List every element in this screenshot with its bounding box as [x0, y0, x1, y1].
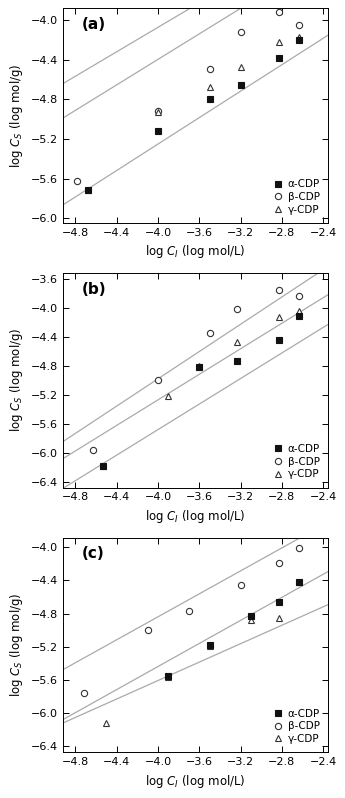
γ-CDP: [235, 337, 239, 346]
β-CDP: [91, 445, 95, 455]
γ-CDP: [297, 306, 302, 315]
α-CDP: [277, 53, 281, 62]
β-CDP: [297, 21, 302, 30]
Y-axis label: log $C_S$ (log mol/g): log $C_S$ (log mol/g): [8, 64, 25, 168]
γ-CDP: [166, 392, 170, 401]
Line: γ-CDP: γ-CDP: [103, 579, 303, 725]
γ-CDP: [104, 717, 108, 727]
β-CDP: [81, 688, 86, 697]
β-CDP: [75, 176, 79, 186]
β-CDP: [297, 291, 302, 301]
Y-axis label: log $C_S$ (log mol/g): log $C_S$ (log mol/g): [8, 328, 25, 433]
γ-CDP: [297, 578, 302, 587]
α-CDP: [277, 335, 281, 345]
α-CDP: [249, 611, 253, 621]
Line: β-CDP: β-CDP: [74, 9, 303, 184]
Legend: α-CDP, β-CDP, γ-CDP: α-CDP, β-CDP, γ-CDP: [269, 440, 324, 484]
β-CDP: [277, 7, 281, 17]
β-CDP: [297, 543, 302, 553]
X-axis label: log $C_I$ (log mol/L): log $C_I$ (log mol/L): [145, 772, 246, 790]
α-CDP: [297, 312, 302, 322]
X-axis label: log $C_I$ (log mol/L): log $C_I$ (log mol/L): [145, 243, 246, 260]
β-CDP: [238, 581, 243, 591]
γ-CDP: [277, 613, 281, 622]
Y-axis label: log $C_S$ (log mol/g): log $C_S$ (log mol/g): [8, 593, 25, 697]
α-CDP: [207, 95, 211, 105]
α-CDP: [297, 578, 302, 587]
γ-CDP: [249, 615, 253, 625]
β-CDP: [277, 559, 281, 568]
X-axis label: log $C_I$ (log mol/L): log $C_I$ (log mol/L): [145, 508, 246, 525]
α-CDP: [297, 35, 302, 45]
γ-CDP: [238, 62, 243, 72]
β-CDP: [146, 626, 150, 635]
α-CDP: [207, 640, 211, 650]
Line: β-CDP: β-CDP: [90, 287, 303, 453]
γ-CDP: [197, 361, 201, 370]
β-CDP: [238, 27, 243, 37]
α-CDP: [238, 80, 243, 89]
γ-CDP: [277, 38, 281, 47]
β-CDP: [277, 286, 281, 295]
γ-CDP: [166, 673, 170, 682]
γ-CDP: [86, 186, 90, 196]
Text: (c): (c): [81, 546, 104, 561]
γ-CDP: [207, 641, 211, 650]
α-CDP: [277, 597, 281, 606]
Line: γ-CDP: γ-CDP: [85, 34, 303, 193]
β-CDP: [156, 376, 160, 385]
Legend: α-CDP, β-CDP, γ-CDP: α-CDP, β-CDP, γ-CDP: [269, 705, 324, 748]
Legend: α-CDP, β-CDP, γ-CDP: α-CDP, β-CDP, γ-CDP: [269, 176, 324, 219]
α-CDP: [86, 186, 90, 196]
α-CDP: [235, 356, 239, 365]
Line: β-CDP: β-CDP: [80, 545, 303, 696]
β-CDP: [207, 64, 211, 73]
Line: α-CDP: α-CDP: [100, 314, 303, 469]
γ-CDP: [277, 312, 281, 322]
γ-CDP: [101, 461, 105, 471]
β-CDP: [187, 606, 191, 616]
α-CDP: [156, 126, 160, 136]
Text: (a): (a): [81, 17, 106, 32]
β-CDP: [207, 328, 211, 338]
Text: (b): (b): [81, 282, 106, 297]
α-CDP: [166, 671, 170, 681]
Line: α-CDP: α-CDP: [85, 37, 303, 193]
α-CDP: [197, 362, 201, 372]
β-CDP: [235, 304, 239, 314]
α-CDP: [101, 461, 105, 471]
γ-CDP: [207, 83, 211, 93]
Line: γ-CDP: γ-CDP: [100, 307, 303, 469]
γ-CDP: [297, 32, 302, 41]
Line: α-CDP: α-CDP: [165, 579, 303, 679]
β-CDP: [156, 106, 160, 116]
γ-CDP: [156, 108, 160, 117]
